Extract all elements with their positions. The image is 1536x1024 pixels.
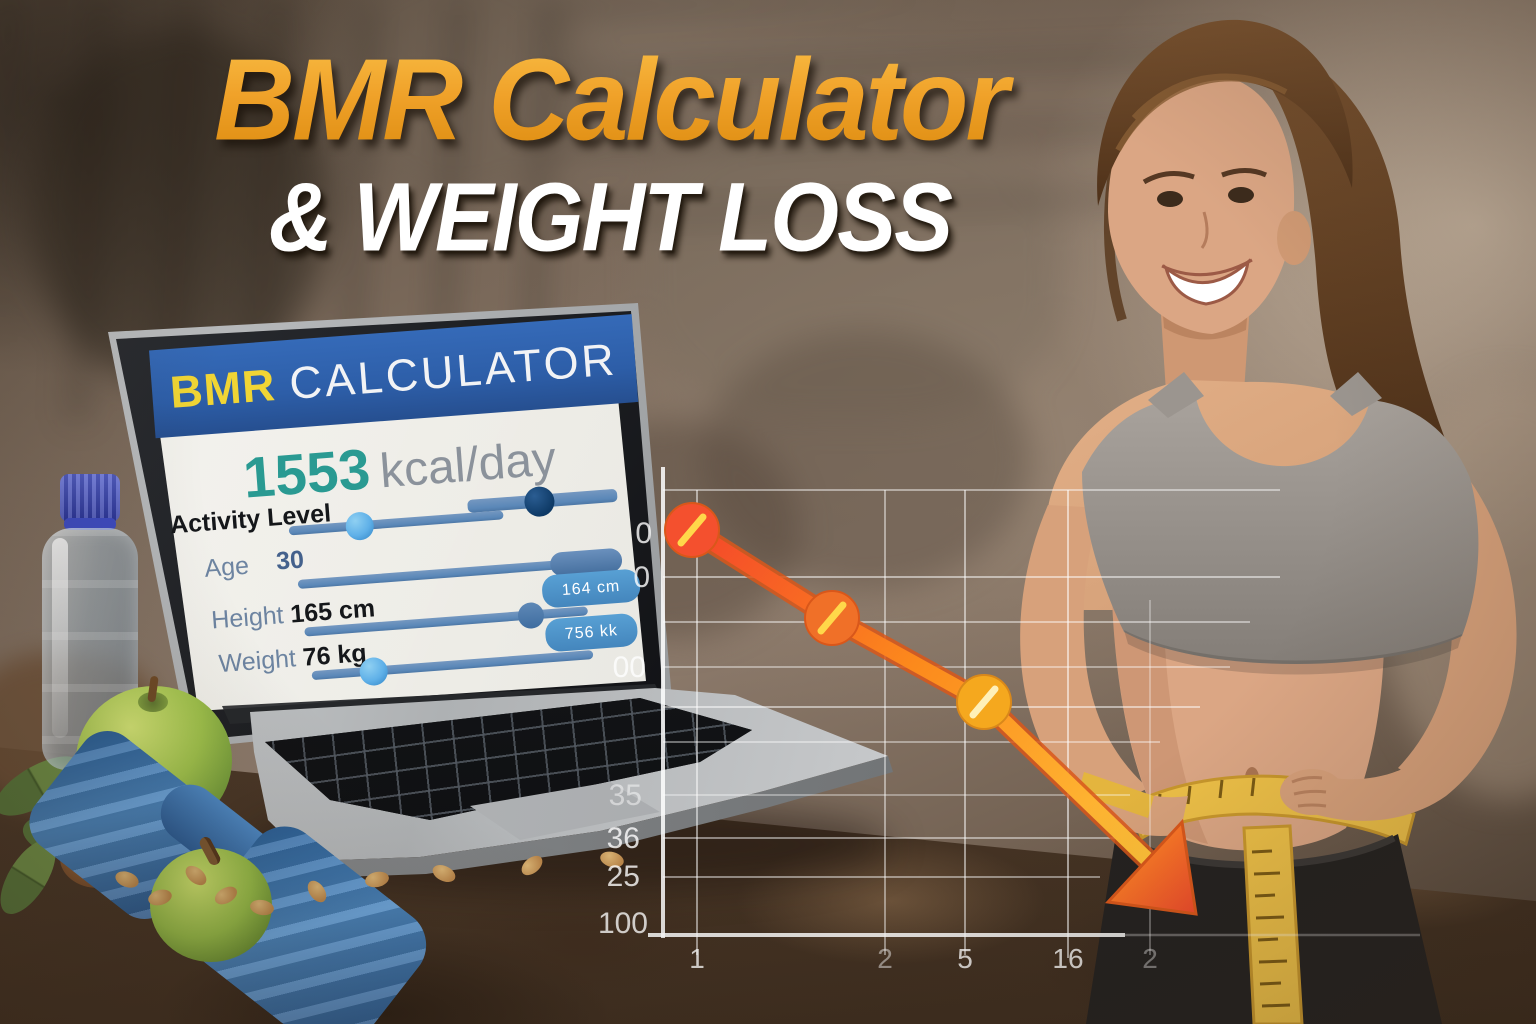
hanging-tape-ticks: [1251, 849, 1291, 1008]
data-point-marker: [804, 590, 860, 646]
apple-dimple: [138, 692, 168, 712]
x-tick: 1: [689, 943, 705, 974]
bra-strap-left: [1148, 372, 1204, 418]
y-tick: 35: [609, 779, 642, 812]
y-axis-labels: 0 0 00 35 36 25 100: [598, 517, 652, 940]
trend-arrowhead: [1104, 818, 1198, 916]
y-tick: 0: [633, 561, 650, 594]
data-point-marker: [956, 674, 1012, 730]
x-axis-labels: 1 2 5 16 2: [689, 943, 1158, 974]
title-line-2: & WEIGHT LOSS: [268, 161, 953, 272]
tape-loop: [1078, 772, 1154, 818]
y-tick: 100: [598, 907, 648, 940]
x-tick: 2: [877, 943, 893, 974]
measuring-tape-hanging: [1242, 824, 1304, 1024]
trend-line-group: [664, 502, 1198, 916]
y-tick: 00: [613, 651, 646, 684]
hair-ponytail: [1256, 40, 1450, 466]
ear: [1277, 211, 1311, 265]
hair-top: [1097, 19, 1353, 206]
poster-title: BMR Calculator & WEIGHT LOSS: [180, 41, 1040, 272]
y-tick: 25: [607, 860, 640, 893]
bottle-cap: [60, 474, 120, 522]
eye-left: [1157, 191, 1183, 207]
y-tick: 36: [607, 822, 640, 855]
eyebrow-left: [1142, 170, 1195, 185]
eyebrow-right: [1221, 168, 1268, 178]
sports-bra: [1082, 397, 1479, 665]
x-tick: 5: [957, 943, 973, 974]
nose: [1200, 211, 1209, 249]
eye-right: [1228, 187, 1254, 203]
smile: [1163, 258, 1251, 306]
finger-lines: [1291, 776, 1327, 808]
lip-line: [1161, 258, 1253, 277]
bottle-cap-ring: [64, 518, 116, 530]
chart-grid: [648, 467, 1420, 958]
title-line-1: BMR Calculator: [180, 41, 1040, 158]
x-tick: 2: [1142, 943, 1158, 974]
bra-strap-right: [1330, 372, 1382, 416]
x-tick: 16: [1052, 943, 1083, 974]
right-arm: [1020, 505, 1148, 814]
bra-shadow: [1124, 630, 1462, 675]
data-point-marker: [664, 502, 720, 558]
trend-line: [684, 522, 1160, 872]
hair-braid-highlight: [1115, 73, 1288, 152]
y-tick: 0: [635, 517, 652, 550]
torso-shading: [1112, 600, 1208, 844]
